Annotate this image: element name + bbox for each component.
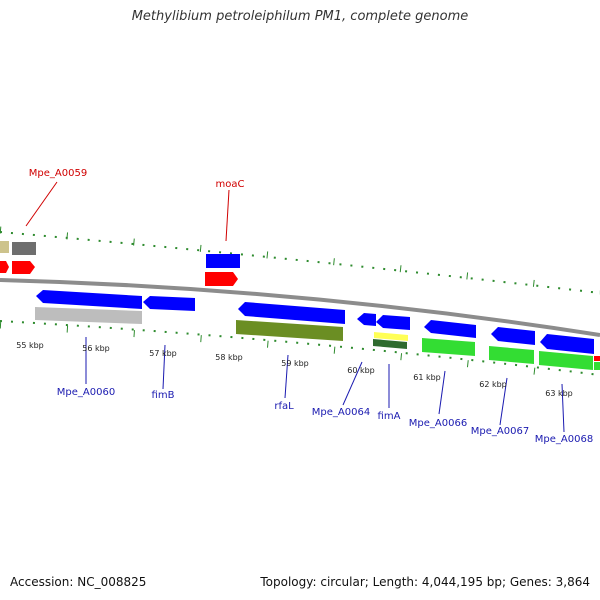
scale-label-56kbp: 56 kbp: [82, 344, 110, 353]
leader-lines: [25, 181, 565, 433]
gene-label-mpe-a0068: Mpe_A0068: [535, 434, 593, 445]
gene-red-left: [0, 261, 9, 273]
gene-red-a0059: [12, 261, 35, 274]
gene-blue-rfaL: [238, 302, 345, 324]
gene-label-moac: moaC: [216, 179, 245, 190]
gene-khaki: [0, 241, 9, 253]
gene-label-fimb: fimB: [152, 390, 175, 401]
gene-label-rfal: rfaL: [274, 401, 294, 412]
gene-green-a0068: [539, 351, 593, 370]
scale-label-63kbp: 63 kbp: [545, 389, 573, 398]
gene-green-edge: [594, 362, 600, 370]
gene-green-a0066: [422, 338, 475, 356]
scale-label-55kbp: 55 kbp: [16, 341, 44, 350]
genome-backbone: [0, 278, 600, 337]
gene-green-a0067: [489, 346, 534, 364]
genome-stats-text: Topology: circular; Length: 4,044,195 bp…: [260, 575, 590, 589]
gene-label-mpe-a0066: Mpe_A0066: [409, 418, 467, 429]
scale-label-60kbp: 60 kbp: [347, 366, 375, 375]
gene-label-mpe-a0059: Mpe_A0059: [29, 168, 87, 179]
gene-blue-a0068: [540, 334, 594, 354]
gene-blue-a0060: [36, 290, 142, 309]
gene-red-edge: [594, 356, 600, 361]
outer-tick-ring: [0, 231, 600, 294]
scale-label-61kbp: 61 kbp: [413, 373, 441, 382]
gene-label-fima: fimA: [378, 411, 401, 422]
scale-label-59kbp: 59 kbp: [281, 359, 309, 368]
gene-blue-a0064b: [376, 315, 410, 330]
gene-blue-fimB: [143, 296, 195, 311]
gene-blue-a0067: [491, 327, 535, 345]
inner-tick-ring: [0, 320, 600, 376]
scale-label-58kbp: 58 kbp: [215, 353, 243, 362]
gene-blue-a0064a: [357, 313, 376, 326]
gene-label-mpe-a0067: Mpe_A0067: [471, 426, 529, 437]
scale-label-57kbp: 57 kbp: [149, 349, 177, 358]
accession-text: Accession: NC_008825: [10, 575, 147, 589]
gene-dark-grey: [12, 242, 36, 255]
gene-darkgreen-fimA: [373, 339, 407, 349]
gene-label-mpe-a0064: Mpe_A0064: [312, 407, 370, 418]
outer-genes: [0, 241, 240, 286]
gene-red-moaC: [205, 272, 238, 286]
gene-yellow-fimA: [374, 332, 408, 341]
gene-olive-rfaL: [236, 320, 343, 341]
map-title: Methylibium petroleiphilum PM1, complete…: [131, 9, 469, 24]
gene-blue-moaC-upper: [206, 254, 240, 268]
gene-blue-a0066: [424, 320, 476, 338]
scale-label-62kbp: 62 kbp: [479, 380, 507, 389]
gene-label-mpe-a0060: Mpe_A0060: [57, 387, 115, 398]
inner-genes: [35, 290, 600, 370]
gene-grey-a0060: [35, 307, 142, 324]
